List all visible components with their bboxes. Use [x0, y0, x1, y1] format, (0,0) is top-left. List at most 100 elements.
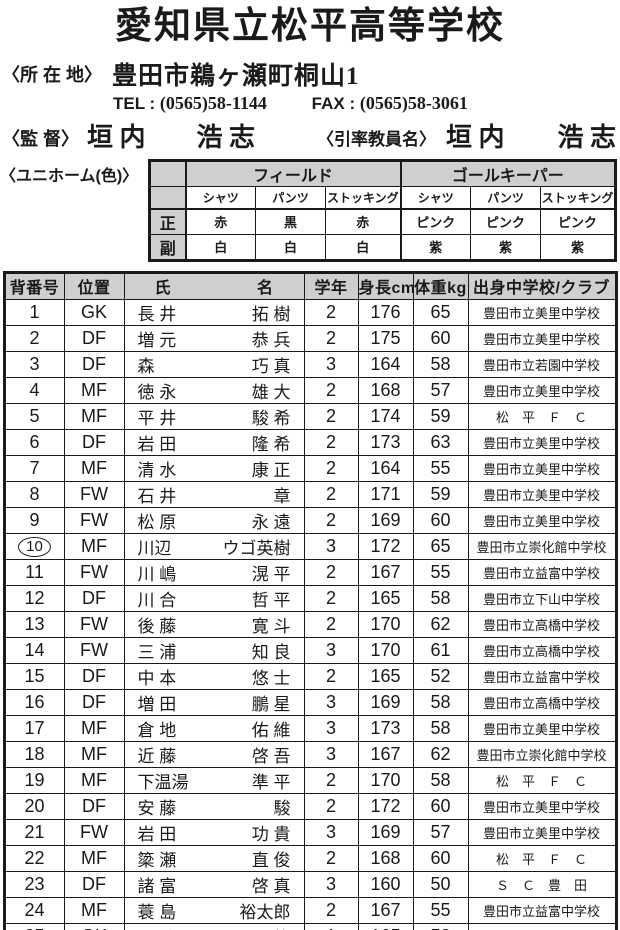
uniform-primary-row: 正 赤 黒 赤 ピンク ピンク ピンク: [149, 208, 617, 235]
player-grade: 2: [303, 766, 359, 794]
player-given-name: 佑 維: [251, 720, 291, 740]
player-number-value: 1: [29, 301, 40, 322]
player-weight: 58: [412, 584, 469, 612]
player-grade: 2: [303, 454, 359, 482]
player-school: 豊田市立崇化館中学校: [467, 532, 617, 560]
roster-row: 13 FW 後 藤 寛 斗 2 170 62 豊田市立高橋中学校: [3, 610, 617, 638]
player-number: 22: [3, 844, 65, 872]
player-weight: 61: [412, 636, 469, 664]
uniform-color-cell: 紫: [540, 233, 617, 261]
player-family-name: 松 原: [137, 512, 177, 532]
player-family-name: 増 田: [137, 694, 177, 714]
uniform-label: 〈ユニホーム(色)〉: [0, 168, 139, 186]
player-grade: 3: [303, 688, 359, 716]
leader-name: 垣 内 浩 志: [446, 123, 616, 153]
player-name: 蓑 島 裕太郎: [123, 896, 305, 924]
roster-row: 6 DF 岩 田 隆 希 2 173 63 豊田市立美里中学校: [3, 428, 617, 456]
player-number: 10: [3, 532, 65, 560]
player-grade: 2: [303, 584, 359, 612]
player-given-name: 知 良: [251, 642, 291, 662]
player-family-name: 長 井: [137, 304, 177, 324]
column-header-position: 位置: [63, 271, 125, 300]
player-school: 豊田市立美里中学校: [467, 818, 617, 846]
player-number-value: 6: [29, 431, 40, 452]
coach-label: 〈監 督〉: [2, 128, 80, 149]
player-grade: 3: [303, 714, 359, 742]
coach-given-name: 浩 志: [196, 122, 256, 152]
player-grade: 2: [303, 792, 359, 820]
uniform-secondary-row: 副 白 白 白 紫 紫 紫: [149, 233, 617, 261]
player-grade: 3: [303, 870, 359, 898]
player-weight: 58: [412, 766, 469, 794]
player-given-name: 功 貴: [251, 824, 291, 844]
player-weight: 62: [412, 740, 469, 768]
player-number-value: 22: [24, 847, 45, 868]
address-row: 〈所 在 地〉 豊田市鵜ヶ瀬町桐山1: [2, 56, 620, 92]
player-family-name: 川 嶋: [137, 564, 177, 584]
player-number-value: 23: [24, 873, 45, 894]
player-given-name: 寛 斗: [251, 616, 291, 636]
roster-row: 10 MF 川辺 ウゴ英樹 3 172 65 豊田市立崇化館中学校: [3, 532, 617, 560]
player-family-name: 中 本: [137, 668, 177, 688]
player-number: 18: [3, 740, 65, 768]
player-weight: 58: [412, 350, 469, 378]
secondary-row-label: 副: [149, 233, 187, 261]
player-school: 豊田市立美里中学校: [467, 298, 617, 326]
roster-row: 1 GK 長 井 拓 樹 2 176 65 豊田市立美里中学校: [3, 298, 617, 326]
player-number: 12: [3, 584, 65, 612]
uniform-color-cell: 白: [255, 233, 326, 261]
roster-row: 20 DF 安 藤 駿 2 172 60 豊田市立美里中学校: [3, 792, 617, 820]
player-school: 豊田市立美里中学校: [467, 428, 617, 456]
player-family-name: 倉 地: [137, 720, 177, 740]
player-family-name: 岩 田: [137, 824, 177, 844]
player-name: 下温湯 準 平: [123, 766, 305, 794]
player-position: DF: [63, 428, 125, 456]
player-school: 豊田市立高橋中学校: [467, 688, 617, 716]
uniform-color-cell: 白: [324, 233, 402, 261]
player-given-name: 悠 士: [251, 668, 291, 688]
player-family-name: 岩 田: [137, 434, 177, 454]
player-name: 中 本 悠 士: [123, 662, 305, 690]
goalkeeper-group-header: ゴールキーパー: [399, 160, 617, 188]
player-school: 豊田市立美里中学校: [467, 714, 617, 742]
uniform-color-cell: 黒: [255, 208, 326, 235]
player-position: FW: [63, 610, 125, 638]
player-height: 169: [357, 818, 414, 846]
player-position: DF: [63, 584, 125, 612]
player-given-name: 鵬 星: [251, 694, 291, 714]
player-school: 松 平 Ｆ Ｃ: [467, 844, 617, 872]
uniform-color-cell: ピンク: [540, 208, 617, 235]
player-number: 16: [3, 688, 65, 716]
player-position: MF: [63, 714, 125, 742]
player-school: 松 平 Ｆ Ｃ: [467, 402, 617, 430]
player-school: 豊田市立美里中学校: [467, 506, 617, 534]
player-position: DF: [63, 870, 125, 898]
player-name: 平 井 駿 希: [123, 402, 305, 430]
uniform-table: フィールド ゴールキーパー シャツ パンツ ストッキング シャツ パンツ ストッ…: [148, 159, 618, 262]
player-number-value: 19: [24, 769, 45, 790]
field-pants-header: パンツ: [255, 186, 326, 210]
player-weight: 55: [412, 896, 469, 924]
uniform-color-cell: 白: [185, 233, 256, 261]
player-name: 増 元 恭 兵: [123, 324, 305, 352]
player-number: 9: [3, 506, 65, 534]
roster-row: 23 DF 諸 富 啓 真 3 160 50 Ｓ Ｃ 豊 田: [3, 870, 617, 898]
player-number: 5: [3, 402, 65, 430]
player-weight: 52: [412, 662, 469, 690]
player-grade: 2: [303, 558, 359, 586]
player-weight: 60: [412, 792, 469, 820]
player-given-name: 康 正: [251, 460, 291, 480]
tel-number: (0565)58-1144: [159, 92, 267, 113]
player-position: FW: [63, 506, 125, 534]
column-header-school: 出身中学校/クラブ: [467, 271, 617, 300]
column-header-weight: 体重kg: [412, 271, 469, 300]
uniform-color-cell: 赤: [324, 208, 402, 235]
player-position: DF: [63, 324, 125, 352]
player-given-name: 裕太郎: [239, 902, 291, 922]
player-height: 167: [357, 558, 414, 586]
uniform-color-cell: 紫: [470, 233, 542, 261]
player-given-name: 啓 真: [251, 876, 291, 896]
player-height: 173: [357, 714, 414, 742]
player-name: 森 巧 真: [123, 350, 305, 378]
roster-row: 4 MF 徳 永 雄 大 2 168 57 豊田市立美里中学校: [3, 376, 617, 404]
